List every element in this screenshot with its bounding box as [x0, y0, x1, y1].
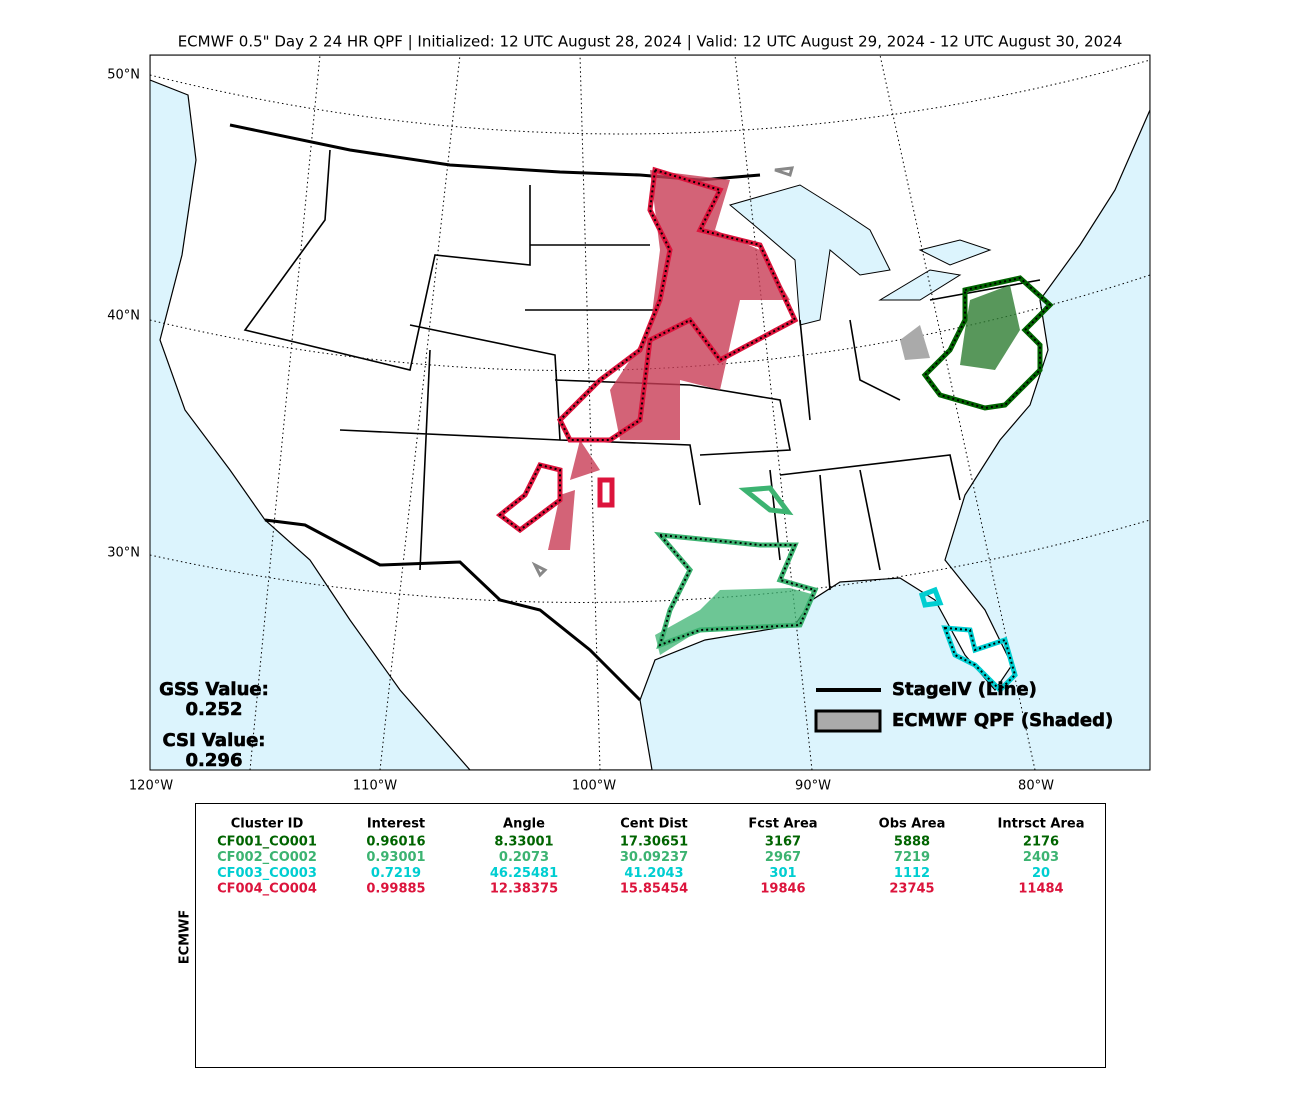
table-cell: 46.25481: [490, 866, 558, 881]
lon-label: 90°W: [795, 779, 831, 794]
lon-label: 120°W: [129, 779, 173, 794]
table-cell: 1112: [894, 866, 930, 881]
column-header: Cluster ID: [231, 817, 304, 832]
table-cell: 0.2073: [499, 850, 549, 865]
lat-label: 50°N: [107, 68, 140, 83]
lat-label: 40°N: [107, 309, 140, 324]
great-lakes: [728, 184, 992, 326]
column-header: Cent Dist: [620, 817, 688, 832]
column-header: Obs Area: [879, 817, 946, 832]
legend-label: ECMWF QPF (Shaded): [892, 710, 1113, 731]
lon-label: 80°W: [1018, 779, 1054, 794]
column-header: Interest: [367, 817, 425, 832]
table-cell: 301: [769, 866, 796, 881]
table-cell: CF004_CO004: [217, 882, 317, 897]
table-cell: 0.7219: [371, 866, 421, 881]
table-cell: CF003_CO003: [217, 866, 317, 881]
table-cell: 7219: [894, 850, 930, 865]
table-cell: 0.93001: [366, 850, 425, 865]
legend-label: StageIV (Line): [892, 679, 1037, 700]
table-cell: 17.30651: [620, 835, 688, 850]
table-cell: 12.38375: [490, 882, 558, 897]
table: ECMWF Cluster ID Interest Angle Cent Dist Fc…: [178, 803, 1106, 1068]
legend-swatch: [814, 709, 882, 733]
table-cell: 41.2043: [624, 866, 683, 881]
gss-value: 0.252: [186, 699, 243, 720]
table-cell: 19846: [760, 882, 805, 897]
cluster-cf001: [921, 275, 1054, 411]
column-header: Fcst Area: [748, 817, 817, 832]
table-cell: 5888: [894, 835, 930, 850]
table-cell: 2403: [1023, 850, 1059, 865]
cluster-cf003: [918, 586, 1018, 694]
table-cell: 11484: [1018, 882, 1063, 897]
table-cell: 0.96016: [366, 835, 425, 850]
map: 50°N 40°N 30°N 120°W 110°W 100°W 90°W 80…: [107, 54, 1151, 794]
unmatched-line: [531, 166, 795, 578]
table-cell: 23745: [889, 882, 934, 897]
cluster-cf004: [495, 166, 799, 550]
table-frame: [195, 803, 1106, 1068]
table-cell: 0.99885: [366, 882, 425, 897]
unmatched-shade: [900, 325, 930, 360]
table-cell: 3167: [765, 835, 801, 850]
csi-value: 0.296: [186, 750, 243, 771]
table-cell: CF002_CO002: [217, 850, 317, 865]
title: ECMWF 0.5" Day 2 24 HR QPF | Initialized…: [178, 33, 1123, 51]
csi-label: CSI Value:: [163, 730, 266, 751]
lat-label: 30°N: [107, 546, 140, 561]
mexico-border: [264, 518, 642, 702]
lon-label: 110°W: [353, 779, 397, 794]
column-header: Angle: [503, 817, 545, 832]
column-header: Intrsct Area: [998, 817, 1085, 832]
table-cell: 20: [1032, 866, 1050, 881]
table-cell: 2967: [765, 850, 801, 865]
gss-label: GSS Value:: [159, 679, 269, 700]
table-cell: 2176: [1023, 835, 1059, 850]
table-cell: 30.09237: [620, 850, 688, 865]
table-cell: CF001_CO001: [217, 835, 317, 850]
table-cell: 8.33001: [494, 835, 553, 850]
table-side-label: ECMWF: [178, 910, 193, 965]
lon-label: 100°W: [572, 779, 616, 794]
map-frame: [149, 54, 1151, 771]
cluster-cf002: [654, 485, 819, 655]
table-cell: 15.85454: [620, 882, 688, 897]
